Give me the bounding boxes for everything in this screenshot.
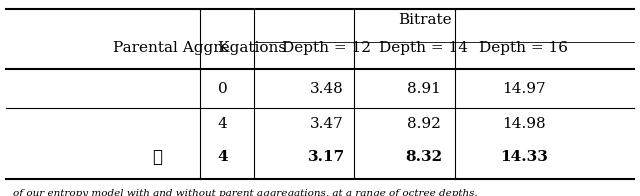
Text: Bitrate: Bitrate	[398, 13, 452, 27]
Text: of our entropy model with and without parent aggregations, at a range of octree : of our entropy model with and without pa…	[13, 189, 477, 196]
Text: 14.97: 14.97	[502, 82, 546, 96]
Text: 8.32: 8.32	[405, 150, 442, 164]
Text: 0: 0	[218, 82, 228, 96]
Text: 4: 4	[218, 117, 228, 131]
Text: 14.98: 14.98	[502, 117, 546, 131]
Text: 4: 4	[218, 150, 228, 164]
Text: 14.33: 14.33	[500, 150, 548, 164]
Text: Parental Aggregations: Parental Aggregations	[113, 41, 286, 55]
Text: 8.92: 8.92	[406, 117, 440, 131]
Text: 3.17: 3.17	[308, 150, 345, 164]
Text: 3.48: 3.48	[309, 82, 343, 96]
Text: ✓: ✓	[152, 149, 162, 166]
Text: Depth = 14: Depth = 14	[379, 41, 468, 55]
Text: Depth = 12: Depth = 12	[282, 41, 371, 55]
Text: Depth = 16: Depth = 16	[479, 41, 568, 55]
Text: K: K	[217, 41, 228, 55]
Text: 8.91: 8.91	[406, 82, 440, 96]
Text: 3.47: 3.47	[309, 117, 343, 131]
